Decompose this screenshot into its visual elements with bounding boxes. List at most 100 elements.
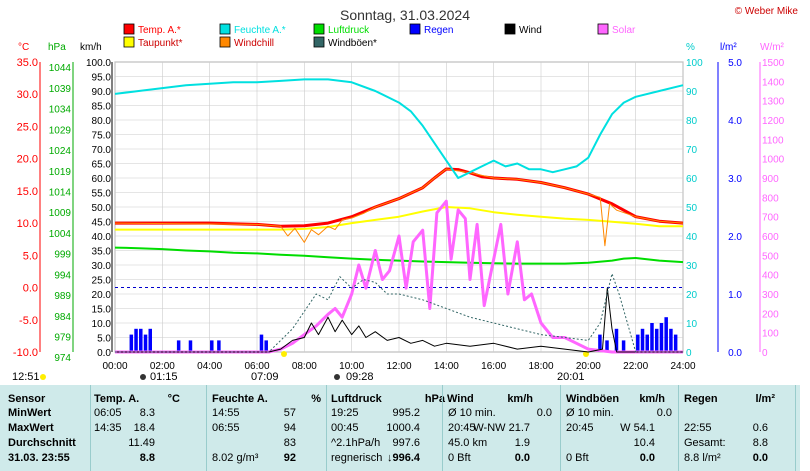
rain-tick-label: 3.0 — [728, 174, 742, 185]
solar-axis-header: W/m² — [760, 42, 785, 53]
rain-bar — [139, 328, 143, 352]
hum-tick-label: 90 — [686, 87, 698, 98]
legend-swatch — [313, 36, 325, 48]
hum-tick-label: 60 — [686, 174, 698, 185]
table-cell: 06:05 — [94, 407, 122, 419]
legend-label: Taupunkt* — [138, 38, 183, 49]
x-tick-label: 16:00 — [481, 361, 506, 372]
solar-tick-label: 1100 — [762, 135, 784, 146]
sunset-time: 20:01 — [557, 371, 585, 383]
table-cell: 0.0 — [656, 407, 672, 419]
series-solar — [115, 199, 683, 354]
table-cell: 20:45 — [448, 422, 476, 434]
rain-bar — [621, 340, 626, 352]
hum-tick-label: 30 — [686, 261, 698, 272]
wind-tick-label: 15.0 — [92, 305, 112, 316]
series-windchill — [114, 168, 684, 247]
temp-tick-label: 35.0 — [17, 57, 38, 69]
table-row-label: MaxWert — [8, 422, 54, 434]
legend-label: Temp. A.* — [138, 25, 181, 36]
press-tick-label: 984 — [54, 312, 71, 323]
table-cell: Ø 10 min. — [566, 407, 614, 419]
table-header: Luftdruck — [331, 393, 382, 405]
rain-bar — [148, 328, 152, 352]
hum-tick-label: 80 — [686, 116, 698, 127]
rain-bar — [636, 334, 640, 352]
hum-tick-label: 70 — [686, 145, 698, 156]
press-tick-label: 974 — [54, 353, 71, 364]
solar-tick-label: 1500 — [762, 58, 785, 69]
sun-moon-marker — [40, 374, 46, 380]
press-tick-label: 1024 — [49, 146, 72, 157]
rain-tick-label: 5.0 — [728, 58, 742, 69]
legend-swatch — [219, 36, 231, 48]
press-tick-label: 1034 — [49, 105, 72, 116]
solar-tick-label: 600 — [762, 232, 779, 243]
summary-table: Sensor Temp. A. °C Feuchte A.% Luftdruck hPa W… — [0, 385, 800, 471]
legend-label: Feuchte A.* — [234, 25, 286, 36]
table-header: Sensor — [8, 393, 46, 405]
rain-bar — [650, 323, 654, 352]
x-tick-label: 06:00 — [244, 361, 269, 372]
temp-tick-label: 0.0 — [23, 283, 38, 295]
table-cell: 0.0 — [536, 407, 552, 419]
wind-tick-label: 45.0 — [92, 218, 112, 229]
table-header: Feuchte A. — [212, 393, 268, 405]
solar-tick-label: 200 — [762, 309, 779, 320]
x-tick-label: 02:00 — [150, 361, 175, 372]
legend-label: Windböen* — [328, 38, 377, 49]
x-tick-label: 10:00 — [339, 361, 364, 372]
wind-tick-label: 60.0 — [92, 174, 112, 185]
x-tick-label: 24:00 — [670, 361, 695, 372]
table-cell: 20:45 — [566, 422, 594, 434]
sun-moon-marker — [334, 374, 340, 380]
solar-tick-label: 900 — [762, 174, 779, 185]
table-cell: 45.0 km — [448, 437, 488, 449]
press-tick-label: 989 — [54, 291, 71, 302]
solar-tick-label: 1000 — [762, 155, 785, 166]
moonrise-time: 01:15 — [150, 371, 178, 383]
x-tick-label: 22:00 — [623, 361, 648, 372]
rain-tick-label: 1.0 — [728, 290, 742, 301]
table-cell: 14:35 — [94, 422, 122, 434]
x-tick-label: 04:00 — [197, 361, 222, 372]
wind-tick-label: 10.0 — [92, 319, 112, 330]
table-cell: 8.8 — [752, 437, 768, 449]
wind-tick-label: 40.0 — [92, 232, 112, 243]
table-header: °C — [167, 393, 180, 405]
table-cell: 1.9 — [514, 437, 530, 449]
table-row-label: 31.03. 23:55 — [8, 452, 70, 464]
table-header: % — [311, 393, 321, 405]
table-cell: 06:55 — [212, 422, 240, 434]
rain-bar — [654, 328, 659, 352]
solar-tick-label: 500 — [762, 251, 779, 262]
dawn-time: 07:09 — [251, 371, 279, 383]
legend-label: Regen — [424, 25, 453, 36]
press-tick-label: 1039 — [49, 84, 72, 95]
x-tick-label: 20:00 — [576, 361, 601, 372]
table-divider — [206, 385, 207, 471]
wind-tick-label: 25.0 — [92, 276, 112, 287]
rain-bar — [176, 340, 181, 352]
table-cell: 18.4 — [133, 422, 155, 434]
rain-tick-label: 2.0 — [728, 232, 742, 243]
table-cell: 83 — [283, 437, 296, 449]
table-cell: 0 Bft — [566, 452, 589, 464]
legend-label: Luftdruck — [328, 25, 370, 36]
press-tick-label: 999 — [54, 250, 71, 261]
rain-bar — [673, 334, 678, 352]
wind-axis-header: km/h — [80, 42, 102, 53]
table-header: km/h — [507, 393, 533, 405]
table-cell: 10.4 — [633, 437, 655, 449]
table-cell: ↓996.4 — [386, 452, 420, 464]
sunrise-time: 12:51 — [12, 371, 40, 383]
rain-bar — [645, 334, 649, 352]
table-divider — [795, 385, 796, 471]
table-cell: 995.2 — [392, 407, 420, 419]
table-cell: 22:55 — [684, 422, 712, 434]
rain-tick-label: 0.0 — [728, 348, 742, 359]
rain-bar — [188, 340, 193, 352]
table-cell: 57 — [283, 407, 296, 419]
legend-label: Wind — [519, 25, 542, 36]
table-cell: 92 — [283, 452, 296, 464]
